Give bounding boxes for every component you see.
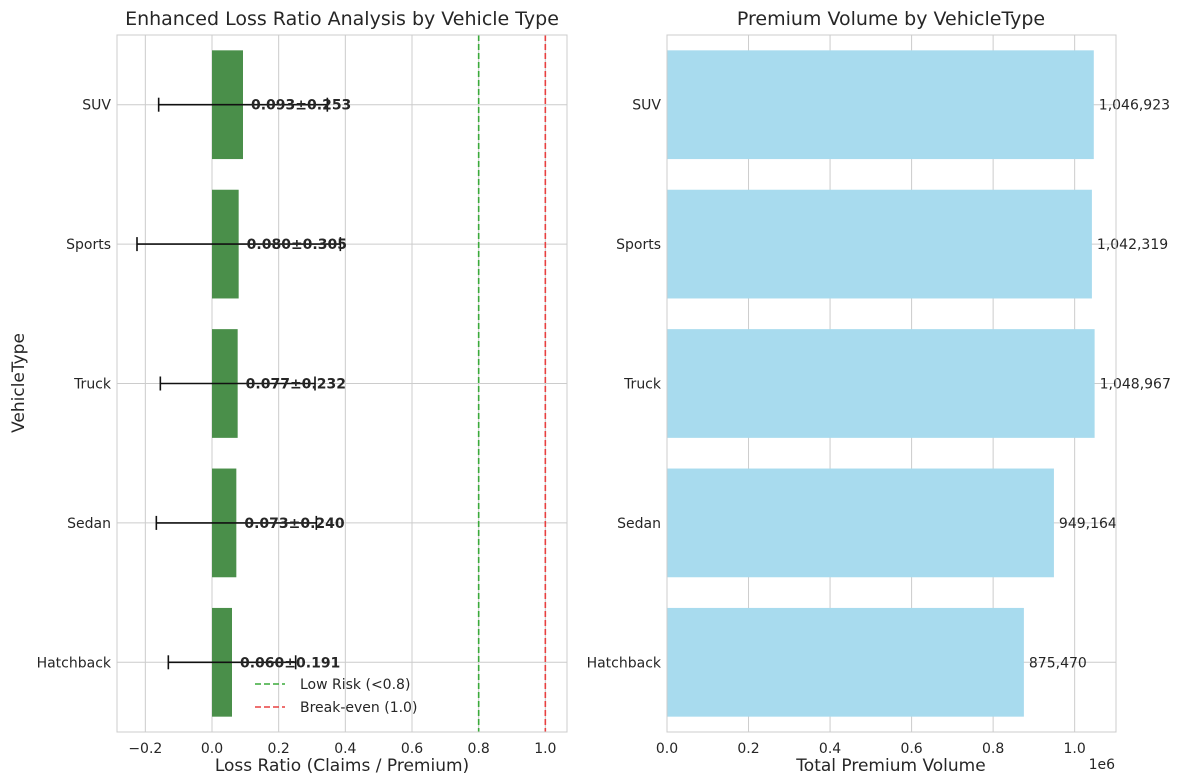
x-tick-label: 0.8 xyxy=(468,741,490,757)
loss-ratio-ylabel: VehicleType xyxy=(9,333,29,433)
y-tick-label-sedan: Sedan xyxy=(617,516,661,532)
premium-bar-suv xyxy=(667,50,1094,160)
y-tick-label-sports: Sports xyxy=(66,237,111,253)
x-tick-label: 0.0 xyxy=(656,741,678,757)
legend-entry-break-even-1-0: Break-even (1.0) xyxy=(300,700,417,716)
loss-ratio-ticks: −0.2 0.0 0.2 0.4 0.6 0.8 1.0 Hatchback Sedan Truc… xyxy=(37,98,557,757)
x-tick-label: 0.6 xyxy=(900,741,922,757)
error-bars xyxy=(136,97,342,670)
x-tick-label: 0.2 xyxy=(268,741,290,757)
x-tick-label: −0.2 xyxy=(128,741,162,757)
loss-ratio-title: Enhanced Loss Ratio Analysis by Vehicle … xyxy=(125,8,559,30)
premium-value-label-suv: 1,046,923 xyxy=(1099,98,1170,114)
loss-ratio-legend: Low Risk (<0.8) Break-even (1.0) xyxy=(255,677,417,716)
premium-volume-xlabel: Total Premium Volume xyxy=(795,756,985,776)
premium-bar-sports xyxy=(667,189,1092,299)
premium-volume-axes-frame xyxy=(666,34,1117,733)
value-label-sports: 0.080±0.305 xyxy=(247,237,347,253)
y-tick-label-sedan: Sedan xyxy=(67,516,111,532)
premium-volume-title: Premium Volume by VehicleType xyxy=(737,8,1045,30)
x-tick-label: 0.8 xyxy=(982,741,1004,757)
x-tick-label: 0.2 xyxy=(737,741,759,757)
x-tick-label: 0.6 xyxy=(401,741,423,757)
premium-value-label-sports: 1,042,319 xyxy=(1097,237,1168,253)
loss-ratio-panel: Enhanced Loss Ratio Analysis by Vehicle … xyxy=(9,8,568,776)
x-tick-label: 1.0 xyxy=(1064,741,1086,757)
value-label-sedan: 0.073±0.240 xyxy=(244,516,345,532)
y-tick-label-truck: Truck xyxy=(623,377,662,393)
y-tick-label-suv: SUV xyxy=(82,98,111,114)
premium-value-label-truck: 1,048,967 xyxy=(1100,377,1171,393)
x-tick-label: 0.4 xyxy=(819,741,841,757)
legend-entry-low-risk-0-8: Low Risk (<0.8) xyxy=(300,677,410,693)
loss-ratio-xlabel: Loss Ratio (Claims / Premium) xyxy=(215,756,469,776)
y-tick-label-hatchback: Hatchback xyxy=(37,655,112,671)
premium-value-label-hatchback: 875,470 xyxy=(1029,655,1087,671)
y-tick-label-sports: Sports xyxy=(616,237,661,253)
premium-bar-truck xyxy=(667,329,1095,438)
y-tick-label-truck: Truck xyxy=(73,377,112,393)
value-label-hatchback: 0.060±0.191 xyxy=(240,655,340,671)
premium-volume-panel: Premium Volume by VehicleType Total Prem… xyxy=(587,8,1171,776)
loss-ratio-axes-frame xyxy=(116,34,568,733)
loss-ratio-value-labels: 0.060±0.191 0.073±0.240 0.077±0.232 0.080±0… xyxy=(240,98,351,672)
premium-volume-offset-label: 1e6 xyxy=(1089,757,1116,773)
y-tick-label-hatchback: Hatchback xyxy=(587,655,662,671)
x-tick-label: 0.0 xyxy=(201,741,223,757)
premium-bar-hatchback xyxy=(667,607,1024,717)
premium-volume-bars xyxy=(667,50,1095,717)
premium-volume-ticks: 0.0 0.2 0.4 0.6 0.8 1.0 Hatchback Sedan Truck Spo… xyxy=(587,98,1086,757)
y-tick-label-suv: SUV xyxy=(632,98,661,114)
value-label-truck: 0.077±0.232 xyxy=(246,377,346,393)
x-tick-label: 0.4 xyxy=(334,741,356,757)
value-label-suv: 0.093±0.253 xyxy=(251,98,351,114)
premium-bar-sedan xyxy=(667,468,1054,578)
reference-lines xyxy=(477,35,547,732)
premium-volume-value-labels: 875,470 949,164 1,048,967 1,042,319 1,046,92… xyxy=(1029,98,1171,672)
x-tick-label: 1.0 xyxy=(534,741,556,757)
premium-value-label-sedan: 949,164 xyxy=(1059,516,1117,532)
